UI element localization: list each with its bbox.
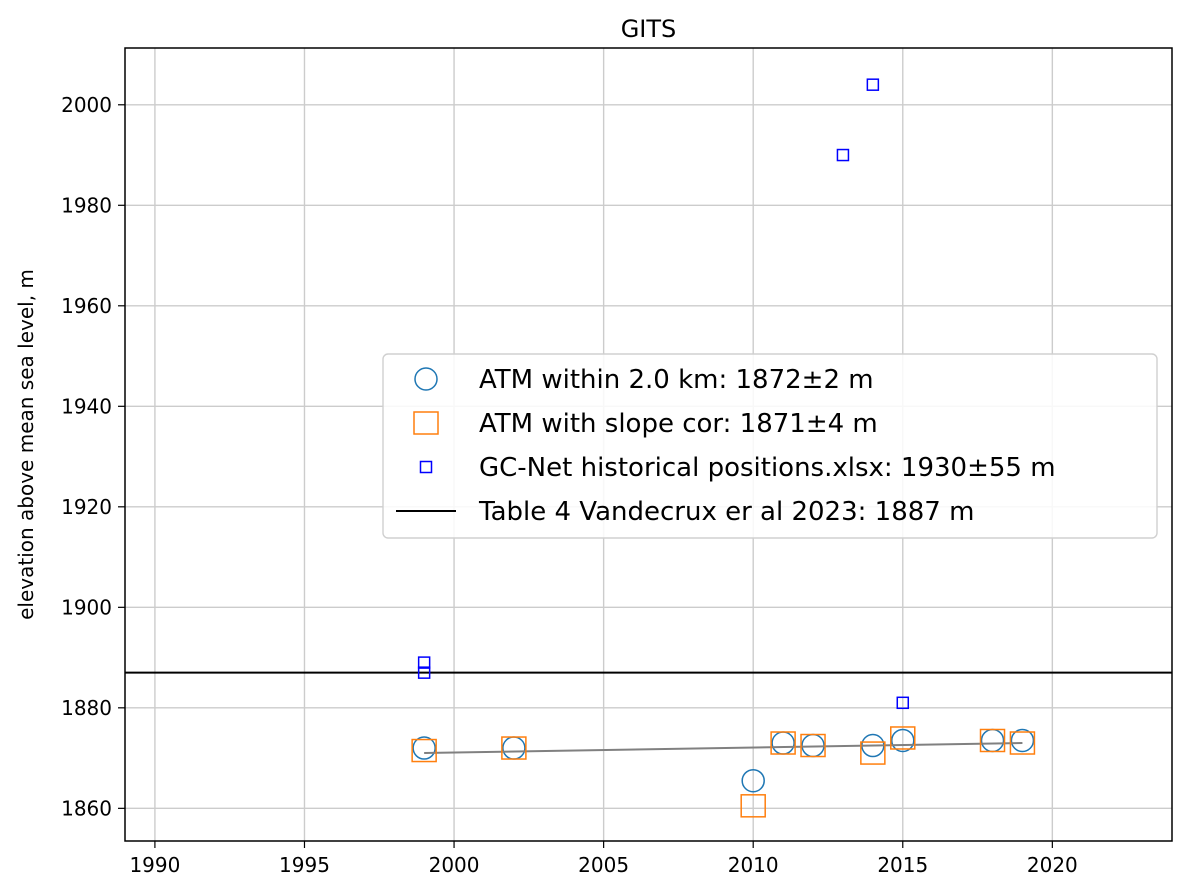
- atm-point: [980, 728, 1005, 753]
- gcnet-point: [836, 148, 850, 162]
- legend-marker: [413, 411, 439, 435]
- atm-point: [502, 736, 526, 760]
- legend-label: ATM with slope cor: 1871±4 m: [479, 409, 878, 439]
- x-tick-label: 2015: [877, 853, 928, 877]
- atm-point: [771, 731, 795, 755]
- ticks: 1990 1995 2000 2005 2010 2015 2020 1860 1880 1900…: [61, 93, 1078, 877]
- x-tick-label: 1995: [279, 853, 330, 877]
- chart-title: GITS: [621, 15, 677, 43]
- atm-slope-point: [740, 794, 766, 818]
- legend-marker: [414, 367, 438, 391]
- x-tick-label: 2010: [728, 853, 779, 877]
- y-tick-label: 1960: [61, 294, 112, 318]
- y-tick-label: 1880: [61, 696, 112, 720]
- legend-label: GC-Net historical positions.xlsx: 1930±5…: [479, 453, 1056, 483]
- y-tick-label: 1920: [61, 495, 112, 519]
- y-tick-label: 1860: [61, 796, 112, 820]
- atm-slope-point: [860, 741, 886, 765]
- legend: ATM within 2.0 km: 1872±2 m ATM with slop…: [382, 353, 1158, 539]
- atm-point: [412, 736, 436, 760]
- atm-slope-point: [1009, 731, 1036, 755]
- x-tick-label: 2000: [429, 853, 480, 877]
- gcnet-point: [866, 78, 880, 91]
- atm-point: [1010, 728, 1035, 753]
- atm-slope-point: [800, 733, 826, 758]
- legend-label: ATM within 2.0 km: 1872±2 m: [479, 365, 874, 395]
- y-tick-label: 1940: [61, 394, 112, 418]
- gcnet-point: [417, 656, 431, 669]
- atm-slope-point: [979, 728, 1006, 753]
- atm-point: [891, 728, 915, 753]
- atm-slope-point: [501, 736, 527, 760]
- y-tick-label: 1980: [61, 193, 112, 217]
- atm-slope-point: [770, 731, 796, 755]
- atm-slope-point: [890, 726, 916, 750]
- axes-frame: [124, 47, 1173, 842]
- x-tick-label: 2005: [578, 853, 629, 877]
- y-tick-label: 2000: [61, 93, 112, 117]
- gcnet-point: [896, 696, 910, 710]
- legend-box: [382, 353, 1158, 539]
- plot-marks: [125, 78, 1172, 818]
- legend-marker: [419, 460, 433, 474]
- atm-point: [741, 768, 765, 793]
- x-tick-label: 2020: [1027, 853, 1078, 877]
- y-axis-label: elevation above mean sea level, m: [14, 269, 38, 620]
- trend-line: [424, 742, 1023, 755]
- y-tick-label: 1900: [61, 595, 112, 619]
- gcnet-point: [417, 666, 431, 679]
- atm-slope-point: [411, 738, 437, 763]
- x-tick-label: 1990: [129, 853, 180, 877]
- legend-label: Table 4 Vandecrux er al 2023: 1887 m: [478, 497, 974, 527]
